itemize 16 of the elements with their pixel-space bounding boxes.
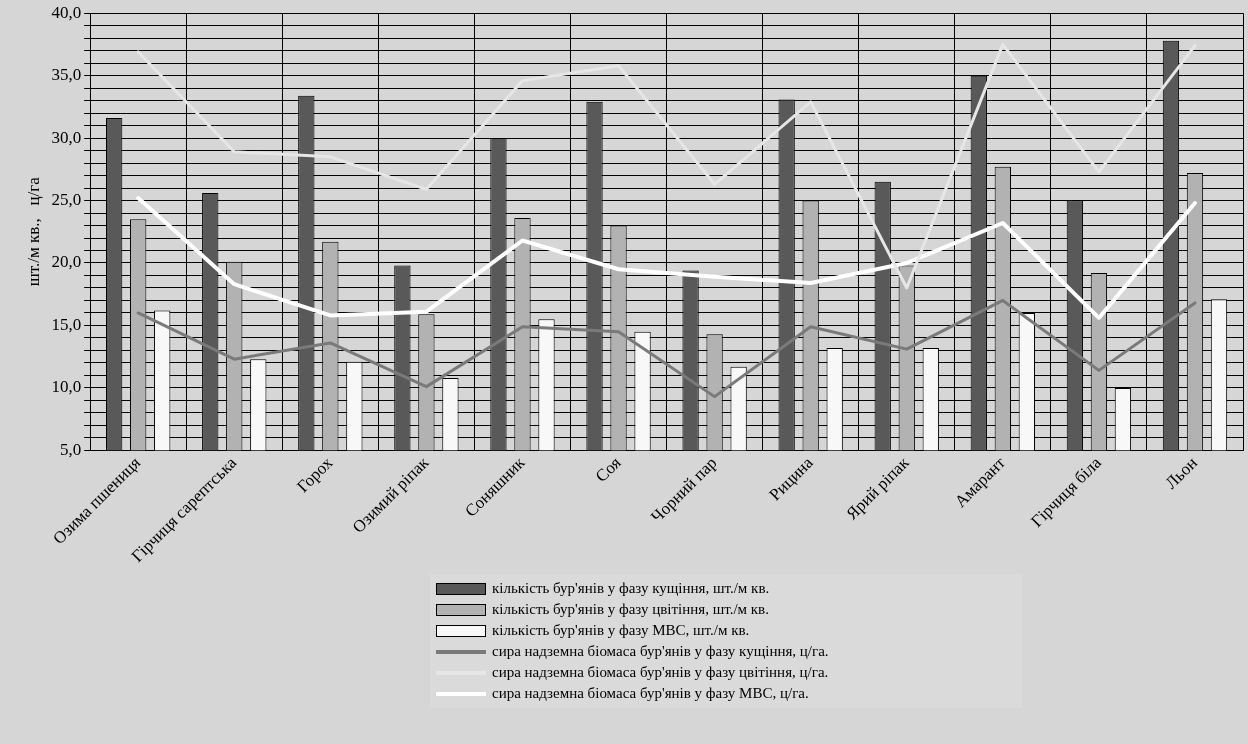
x-tick-label: Соя (591, 452, 625, 486)
y-tick-label: 10,0 (51, 377, 82, 397)
legend-label: сира надземна біомаса бур'янів у фазу кущіння, ц/га. (492, 643, 829, 660)
legend-label: сира надземна біомаса бур'янів у фазу цвітіння, ц/га. (492, 664, 829, 681)
y-tick-label: 30,0 (51, 127, 82, 147)
y-tick-label: 35,0 (51, 65, 82, 85)
legend-label: кількість бур'янів у фазу кущіння, шт./м кв. (492, 580, 770, 597)
y-tick-label: 40,0 (51, 2, 82, 22)
y-tick-label: 20,0 (51, 252, 82, 272)
y-tick-label: 25,0 (51, 190, 82, 210)
legend-label: кількість бур'янів у фазу цвітіння, шт./м кв. (492, 601, 769, 618)
y-axis-title: шт./м кв., ц/га (23, 176, 43, 287)
y-tick-label: 5,0 (59, 439, 82, 459)
legend-label: сира надземна біомаса бур'янів у фазу МВС, ц/га. (492, 685, 809, 702)
y-tick-label: 15,0 (51, 314, 82, 334)
legend-label: кількість бур'янів у фазу МВС, шт./м кв. (492, 622, 750, 639)
